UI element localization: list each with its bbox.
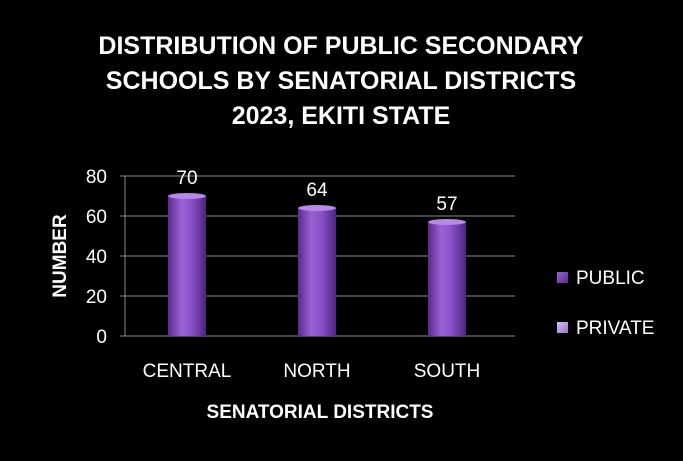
data-label-north: 64	[306, 180, 328, 201]
category-label-north: NORTH	[283, 361, 350, 382]
y-tick-label: 60	[86, 207, 107, 228]
y-tick-label: 80	[86, 167, 107, 188]
bar-central	[168, 196, 206, 336]
y-tick-label: 0	[96, 327, 107, 348]
legend-swatch-public	[557, 272, 568, 283]
legend-label-public: PUBLIC	[576, 268, 645, 289]
data-label-south: 57	[436, 194, 457, 215]
chart-title-line-3: 2023, EKITI STATE	[232, 102, 451, 130]
bar-south	[428, 222, 466, 336]
y-axis-title: NUMBER	[50, 214, 71, 298]
category-label-south: SOUTH	[414, 361, 481, 382]
category-labels: CENTRAL NORTH SOUTH	[143, 361, 481, 382]
x-axis-title: SENATORIAL DISTRICTS	[207, 402, 434, 423]
bar-cap-central	[168, 193, 206, 199]
category-label-central: CENTRAL	[143, 361, 232, 382]
legend: PUBLIC PRIVATE	[557, 268, 654, 339]
data-label-central: 70	[176, 168, 197, 189]
y-tick-label: 40	[86, 247, 107, 268]
legend-swatch-private	[557, 322, 568, 333]
bar-north	[298, 208, 336, 336]
data-labels: 70 64 57	[176, 168, 457, 215]
bars	[168, 193, 466, 336]
chart-title-line-2: SCHOOLS BY SENATORIAL DISTRICTS	[106, 67, 576, 95]
bar-cap-north	[298, 205, 336, 211]
chart-title-line-1: DISTRIBUTION OF PUBLIC SECONDARY	[98, 32, 584, 60]
bar-cap-south	[428, 219, 466, 225]
y-tick-label: 20	[86, 287, 107, 308]
legend-label-private: PRIVATE	[576, 318, 654, 339]
y-tick-labels: 0 20 40 60 80	[86, 167, 107, 348]
